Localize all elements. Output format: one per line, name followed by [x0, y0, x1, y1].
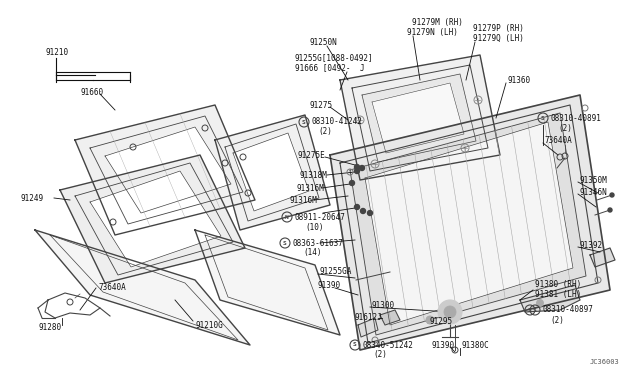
Text: 08310-40897: 08310-40897: [543, 305, 594, 314]
Text: 91250N: 91250N: [310, 38, 338, 46]
Circle shape: [608, 208, 612, 212]
Text: 91660: 91660: [80, 87, 103, 96]
Circle shape: [610, 193, 614, 197]
Text: 91380 (RH): 91380 (RH): [535, 280, 581, 289]
Polygon shape: [35, 230, 250, 345]
Text: (10): (10): [305, 222, 323, 231]
Text: (2): (2): [373, 350, 387, 359]
Circle shape: [536, 299, 543, 307]
Text: (2): (2): [550, 315, 564, 324]
Polygon shape: [233, 133, 309, 211]
Text: 91295: 91295: [430, 317, 453, 327]
Text: 91210: 91210: [45, 48, 68, 57]
Text: 08340-51242: 08340-51242: [363, 340, 414, 350]
Text: 91210G: 91210G: [195, 321, 223, 330]
Text: JC36003: JC36003: [590, 359, 620, 365]
Polygon shape: [330, 95, 610, 350]
Text: 91390: 91390: [318, 282, 341, 291]
Circle shape: [360, 166, 365, 170]
Text: (14): (14): [303, 248, 321, 257]
Polygon shape: [195, 230, 340, 335]
Text: (2): (2): [558, 124, 572, 132]
Text: 08363-61637: 08363-61637: [293, 238, 344, 247]
Text: 91392: 91392: [580, 241, 603, 250]
Text: 73640A: 73640A: [545, 135, 573, 144]
Circle shape: [349, 180, 355, 186]
Text: 91275: 91275: [310, 100, 333, 109]
Text: N: N: [285, 215, 289, 219]
Text: (2): (2): [318, 126, 332, 135]
Text: 73640A: 73640A: [98, 283, 125, 292]
Text: S: S: [533, 308, 537, 312]
Circle shape: [444, 306, 456, 318]
Polygon shape: [60, 155, 245, 283]
Polygon shape: [362, 74, 476, 162]
Polygon shape: [380, 310, 400, 325]
Text: 91346N: 91346N: [580, 187, 608, 196]
Text: 91249: 91249: [20, 193, 43, 202]
Text: 91350M: 91350M: [580, 176, 608, 185]
Text: 91316M: 91316M: [290, 196, 317, 205]
Text: 08310-41242: 08310-41242: [312, 116, 363, 125]
Text: 91316M: 91316M: [297, 183, 324, 192]
Polygon shape: [90, 171, 221, 267]
Polygon shape: [75, 105, 255, 235]
Text: S: S: [528, 308, 532, 312]
Text: 91300: 91300: [372, 301, 395, 310]
Text: S: S: [541, 115, 545, 121]
Text: 91279P (RH): 91279P (RH): [473, 23, 524, 32]
Circle shape: [355, 205, 360, 209]
Text: 91280: 91280: [38, 324, 61, 333]
Text: 91255GA: 91255GA: [320, 267, 353, 276]
Polygon shape: [358, 318, 378, 337]
Circle shape: [355, 169, 360, 173]
Text: 08911-20647: 08911-20647: [295, 212, 346, 221]
Text: 91255G[1088-0492]: 91255G[1088-0492]: [295, 54, 374, 62]
Polygon shape: [365, 122, 573, 325]
Polygon shape: [372, 83, 464, 153]
Text: J: J: [360, 64, 365, 73]
Text: 91380C: 91380C: [462, 340, 490, 350]
Circle shape: [355, 164, 360, 170]
Text: 91279N (LH): 91279N (LH): [407, 28, 458, 36]
Circle shape: [438, 300, 462, 324]
Text: S: S: [353, 343, 357, 347]
Text: 91381 (LH): 91381 (LH): [535, 291, 581, 299]
Polygon shape: [520, 285, 580, 312]
Polygon shape: [215, 115, 330, 230]
Text: 08310-40891: 08310-40891: [551, 113, 602, 122]
Text: 91275E: 91275E: [298, 151, 326, 160]
Text: 91390: 91390: [432, 340, 455, 350]
Circle shape: [360, 208, 365, 214]
Polygon shape: [350, 113, 586, 335]
Polygon shape: [590, 248, 615, 267]
Text: 91318M: 91318M: [300, 170, 328, 180]
Polygon shape: [340, 55, 500, 180]
Text: 91279Q (LH): 91279Q (LH): [473, 33, 524, 42]
Polygon shape: [105, 127, 231, 213]
Text: 91666 [0492-: 91666 [0492-: [295, 64, 351, 73]
Circle shape: [367, 211, 372, 215]
Text: S: S: [302, 119, 306, 125]
Text: 91360: 91360: [508, 76, 531, 84]
Text: S: S: [283, 241, 287, 246]
Text: 91279M (RH): 91279M (RH): [412, 17, 463, 26]
Text: 91612J: 91612J: [355, 314, 383, 323]
Circle shape: [426, 316, 434, 324]
